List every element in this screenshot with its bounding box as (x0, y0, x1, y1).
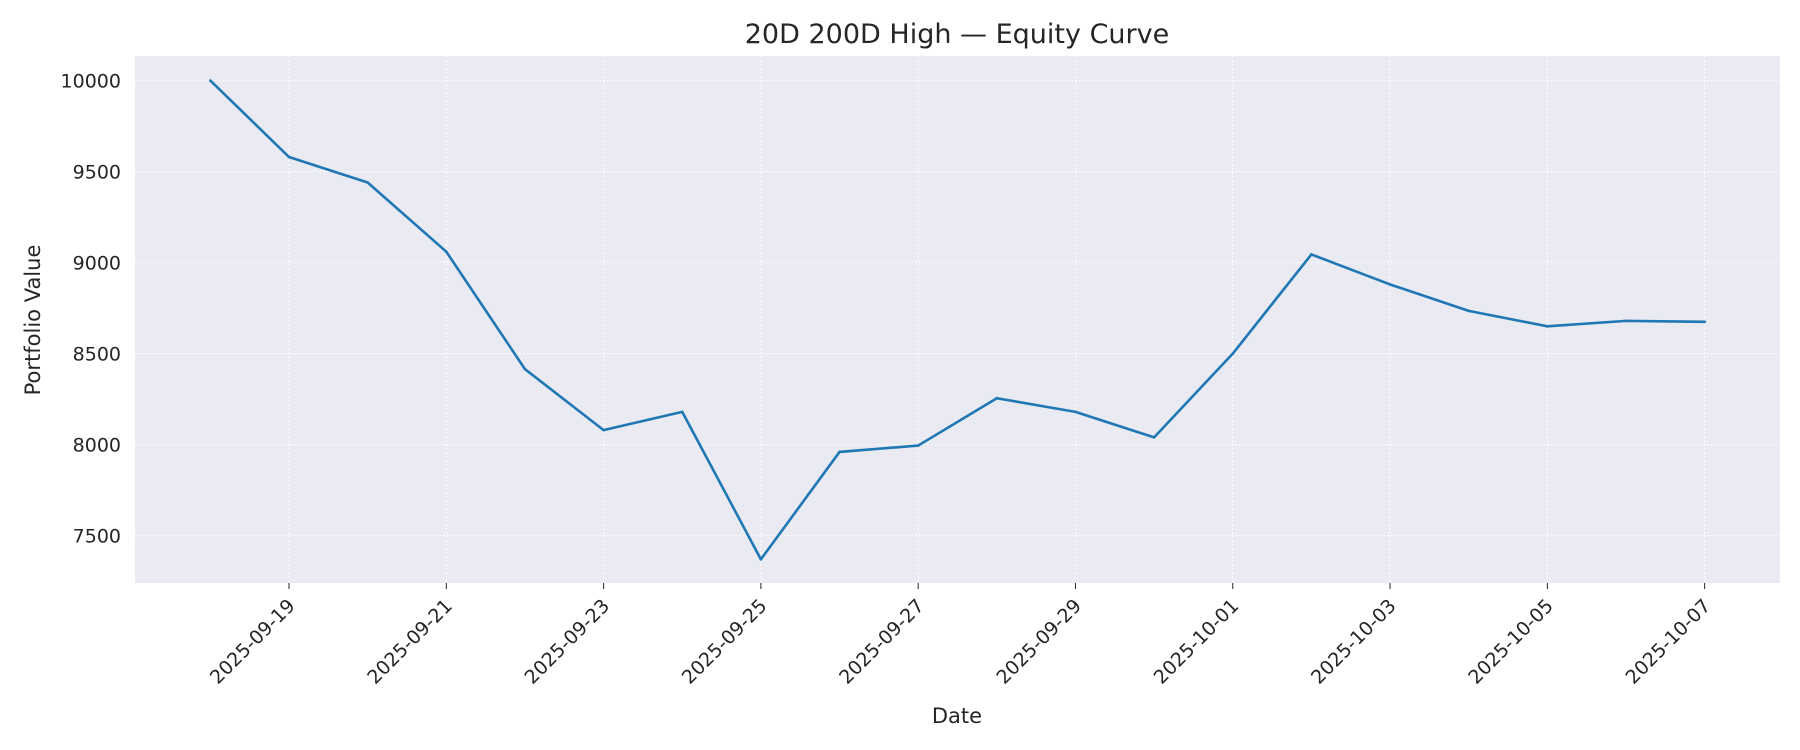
data-point-2025-10-05 (1546, 325, 1549, 328)
x-tick-label: 2025-09-23 (520, 595, 614, 689)
x-axis-ticks: 2025-09-19 2025-09-21 2025-09-23 2025-09-25… (206, 583, 1715, 689)
data-point-2025-09-30 (1152, 436, 1156, 439)
x-tick-label: 2025-09-29 (992, 595, 1086, 689)
chart-title: 20D 200D High — Equity Curve (745, 19, 1169, 50)
series-line (209, 79, 1706, 561)
x-tick-label: 2025-10-03 (1307, 595, 1401, 689)
y-tick-label: 8000 (73, 435, 121, 457)
data-point-2025-09-20 (366, 181, 369, 184)
data-point-2025-09-26 (838, 450, 841, 454)
y-axis-ticks: 7500 8000 8500 9000 9500 10000 (61, 71, 121, 548)
data-point-2025-09-27 (916, 444, 920, 447)
x-axis-label: Date (932, 704, 982, 728)
x-tick-label: 2025-10-01 (1150, 595, 1244, 689)
data-point-2025-09-19 (287, 155, 291, 159)
y-tick-label: 9500 (73, 162, 121, 184)
y-axis-label: Portfolio Value (21, 245, 45, 396)
data-point-2025-10-03 (1388, 283, 1392, 286)
y-tick-label: 8500 (73, 344, 121, 366)
data-point-2025-10-01 (1231, 352, 1235, 355)
x-tick-label: 2025-09-25 (678, 595, 772, 689)
x-tick-label: 2025-10-05 (1464, 595, 1558, 689)
x-tick-label: 2025-09-27 (835, 595, 929, 689)
data-point-2025-10-02 (1310, 253, 1313, 256)
data-point-2025-09-29 (1074, 410, 1077, 414)
data-point-2025-09-25 (759, 558, 763, 561)
data-point-2025-10-06 (1624, 319, 1628, 323)
data-point-2025-09-23 (602, 428, 605, 432)
x-tick-label: 2025-10-07 (1622, 595, 1716, 689)
data-point-2025-09-21 (445, 250, 448, 253)
data-point-2025-10-07 (1703, 320, 1706, 324)
data-point-2025-09-24 (680, 410, 684, 414)
plot-area (135, 56, 1780, 583)
data-point-2025-10-04 (1467, 309, 1470, 313)
data-point-2025-09-28 (995, 396, 999, 400)
y-tick-label: 9000 (73, 253, 121, 275)
data-point-2025-09-18 (209, 79, 212, 82)
series-points (209, 79, 1706, 561)
y-tick-label: 10000 (61, 71, 121, 93)
x-tick-label: 2025-09-21 (363, 595, 457, 689)
x-tick-label: 2025-09-19 (206, 595, 300, 689)
y-tick-label: 7500 (73, 526, 121, 548)
data-point-2025-09-22 (523, 367, 527, 371)
